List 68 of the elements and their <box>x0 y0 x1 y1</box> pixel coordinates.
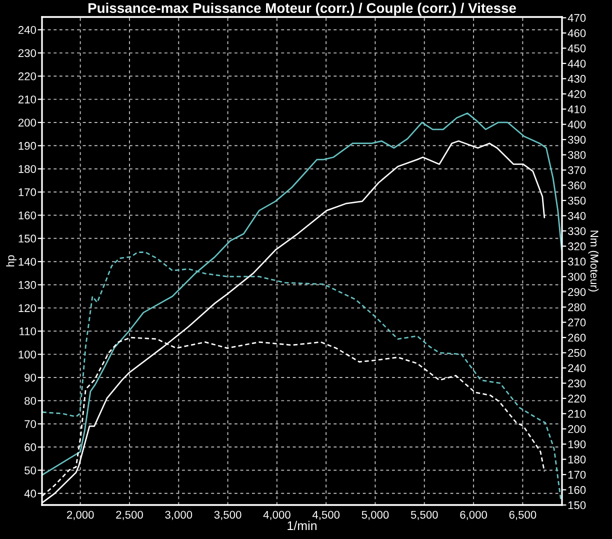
y-tick-label: 180 <box>18 165 36 173</box>
y2-tick-label: 320 <box>568 242 586 250</box>
y2-tick-label: 170 <box>568 470 586 479</box>
y2-tick-label: 340 <box>568 212 586 220</box>
x-tick-label: 5,500 <box>410 510 438 520</box>
y-tick-label: 120 <box>18 304 36 312</box>
y2-tick-label: 370 <box>568 166 586 174</box>
x-tick-label: 3,500 <box>214 510 242 520</box>
x-tick-label: 5,000 <box>362 510 389 520</box>
y2-tick-label: 150 <box>568 501 586 510</box>
y2-tick-label: 240 <box>568 364 586 372</box>
y-tick-label: 50 <box>24 466 36 474</box>
y2-tick-label: 230 <box>568 379 586 388</box>
y2-tick-label: 260 <box>568 334 586 342</box>
y-axis-title: hp <box>6 255 17 266</box>
y-tick-label: 160 <box>18 211 36 220</box>
y2-tick-label: 360 <box>568 182 586 190</box>
y2-tick-label: 420 <box>568 90 586 98</box>
y2-tick-label: 400 <box>568 120 586 128</box>
y-tick-label: 150 <box>18 234 36 243</box>
y-tick-label: 140 <box>18 258 36 266</box>
y2-tick-label: 310 <box>568 258 586 266</box>
y-tick-label: 70 <box>24 420 36 428</box>
x-tick-label: 6,500 <box>509 510 536 520</box>
y2-tick-label: 330 <box>568 227 586 236</box>
y2-tick-label: 380 <box>568 151 586 159</box>
y2-tick-label: 470 <box>568 14 586 22</box>
y-tick-label: 240 <box>18 26 36 34</box>
y-tick-label: 100 <box>18 350 36 358</box>
y2-tick-label: 460 <box>568 29 586 38</box>
y2-tick-label: 190 <box>568 440 586 448</box>
y2-tick-label: 250 <box>568 349 586 357</box>
y-tick-label: 130 <box>18 281 36 289</box>
y2-tick-label: 180 <box>568 456 586 464</box>
y2-tick-label: 350 <box>568 196 586 205</box>
y2-tick-label: 280 <box>568 303 586 312</box>
y-tick-label: 200 <box>18 118 36 127</box>
y2-tick-label: 210 <box>568 410 586 418</box>
y-tick-label: 170 <box>18 188 36 196</box>
chart-title: Puissance-max Puissance Moteur (corr.) / Couple (corr.) / Vitesse <box>88 2 516 16</box>
y2-axis-title: Nm (Moteur) <box>588 230 599 292</box>
y2-tick-label: 390 <box>568 136 586 144</box>
y-tick-label: 190 <box>18 142 36 150</box>
y-tick-label: 220 <box>18 72 36 80</box>
y-tick-label: 60 <box>24 443 36 452</box>
x-tick-label: 6,000 <box>460 510 487 520</box>
x-tick-label: 3,000 <box>165 510 192 520</box>
y2-tick-label: 270 <box>568 318 586 326</box>
y2-tick-label: 160 <box>568 486 586 494</box>
y2-tick-label: 430 <box>568 74 586 83</box>
y2-tick-label: 200 <box>568 425 586 434</box>
y2-tick-label: 410 <box>568 105 586 114</box>
x-tick-label: 2,000 <box>66 510 94 520</box>
x-tick-label: 2,500 <box>116 510 143 520</box>
y2-tick-label: 450 <box>568 44 586 52</box>
y2-tick-label: 440 <box>568 60 586 68</box>
x-axis-title: 1/min <box>288 520 316 530</box>
y2-tick-label: 290 <box>568 288 586 296</box>
y-tick-label: 210 <box>18 96 36 104</box>
x-tick-label: 4,000 <box>263 510 290 520</box>
y-tick-label: 40 <box>24 490 36 498</box>
y-tick-label: 90 <box>24 374 36 382</box>
x-tick-label: 4,500 <box>312 510 340 520</box>
y2-tick-label: 300 <box>568 272 586 281</box>
y-tick-label: 80 <box>24 396 36 405</box>
y-tick-label: 110 <box>20 327 36 336</box>
y-tick-label: 230 <box>18 49 36 58</box>
y2-tick-label: 220 <box>568 394 586 403</box>
